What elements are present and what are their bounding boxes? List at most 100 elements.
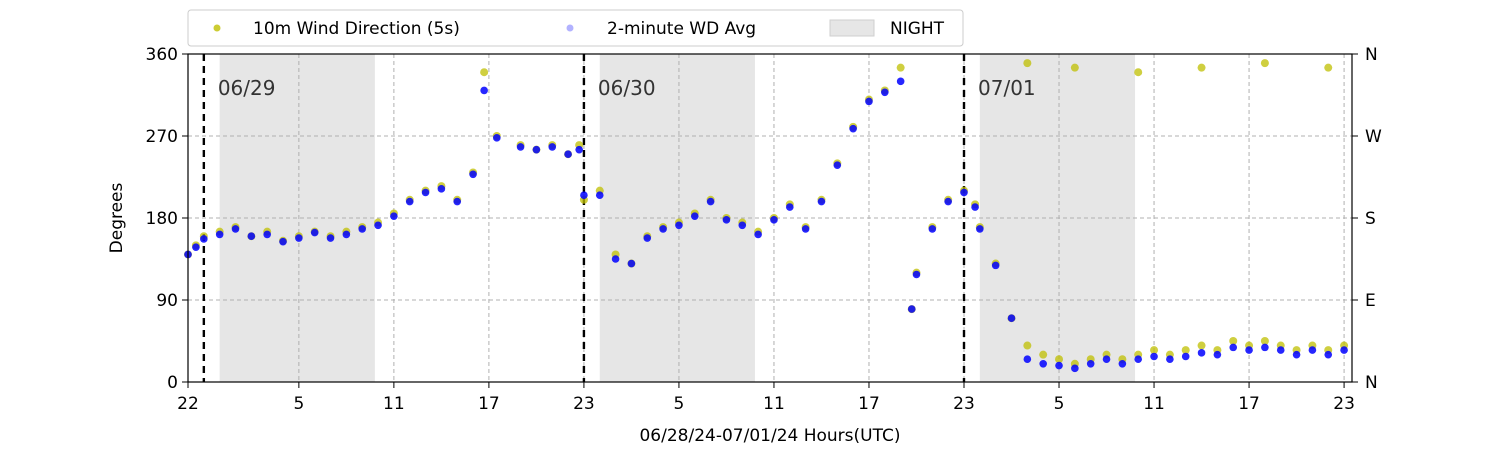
series-2-point-64 xyxy=(1134,355,1143,364)
x-tick-label-9: 5 xyxy=(1054,394,1065,414)
series-2-point-22 xyxy=(516,143,525,151)
series-2-point-8 xyxy=(295,234,303,242)
series-2-point-63 xyxy=(1118,359,1127,368)
series-2-point-69 xyxy=(1213,350,1222,359)
series-2-point-53 xyxy=(971,203,979,211)
series-2-point-39 xyxy=(770,216,778,224)
series-2-point-6 xyxy=(263,230,271,239)
series-2-point-10 xyxy=(326,234,335,242)
legend-marker-night xyxy=(829,19,875,37)
x-tick-label-11: 17 xyxy=(1238,394,1260,414)
series-1-point-58 xyxy=(1039,350,1048,359)
series-2-point-9 xyxy=(310,228,319,237)
legend: 10m Wind Direction (5s) 2-minute WD Avg … xyxy=(187,9,964,47)
series-2-point-7 xyxy=(279,237,287,246)
series-2-point-11 xyxy=(342,230,351,239)
series-2-point-56 xyxy=(1007,314,1016,323)
series-1-point-65 xyxy=(1150,346,1159,355)
day-marker-label-3: 07/01 xyxy=(978,76,1036,100)
series-2-point-2 xyxy=(200,235,208,243)
series-2-point-35 xyxy=(706,197,715,206)
series-2-point-34 xyxy=(690,212,699,220)
x-tick-label-3: 17 xyxy=(478,394,500,414)
series-2-point-68 xyxy=(1197,349,1206,357)
y-tick-right-label-3: W xyxy=(1365,127,1382,147)
series-2-point-19 xyxy=(469,170,477,179)
y-axis-ticks: 0 N 90 E 180 S 270 W 360 N xyxy=(146,45,1382,393)
series-2-point-3 xyxy=(215,230,224,239)
series-2-point-73 xyxy=(1276,346,1285,354)
day-markers: 06/29 06/30 07/01 xyxy=(202,54,1036,382)
legend-marker-wind-direction xyxy=(213,24,221,32)
series-2-point-32 xyxy=(659,225,667,233)
series-2-point-50 xyxy=(928,225,937,233)
x-axis-label: 06/28/24-07/01/24 Hours(UTC) xyxy=(639,426,900,446)
day-marker-label-1: 06/29 xyxy=(218,76,276,100)
series-2-point-13 xyxy=(374,221,382,230)
day-marker-label-2: 06/30 xyxy=(598,76,656,100)
legend-box xyxy=(187,9,964,47)
series-2-point-21 xyxy=(493,134,501,142)
series-2-point-54 xyxy=(976,225,984,233)
series-1-point-80 xyxy=(1134,68,1143,77)
series-2-point-5 xyxy=(247,232,256,241)
series-1-point-20 xyxy=(480,68,489,77)
series-2-point-48 xyxy=(907,305,916,313)
x-tick-label-4: 23 xyxy=(573,394,595,414)
series-1-point-72 xyxy=(1260,337,1269,345)
y-tick-label-4: 360 xyxy=(146,45,178,65)
legend-label-wind-direction: 10m Wind Direction (5s) xyxy=(253,19,460,39)
series-2-point-60 xyxy=(1071,364,1079,373)
data-series xyxy=(184,59,1349,373)
series-2-point-74 xyxy=(1292,350,1301,359)
series-2-point-16 xyxy=(421,188,430,197)
series-2 xyxy=(184,77,1348,373)
legend-marker-wd-avg xyxy=(566,24,574,32)
series-2-point-4 xyxy=(231,225,240,233)
y-tick-right-label-2: S xyxy=(1365,209,1376,229)
series-2-point-72 xyxy=(1261,343,1269,352)
series-1-point-83 xyxy=(1324,63,1333,72)
x-tick-label-6: 11 xyxy=(763,394,785,414)
series-2-point-40 xyxy=(785,203,794,211)
series-2-point-29 xyxy=(611,255,620,263)
series-2-point-41 xyxy=(801,225,810,233)
series-2-point-26 xyxy=(575,145,583,154)
y-tick-right-label-1: E xyxy=(1365,291,1376,311)
series-2-point-43 xyxy=(833,161,842,169)
series-2-point-77 xyxy=(1340,346,1348,354)
x-axis-ticks: 22 5 11 17 23 5 11 17 23 5 11 17 23 xyxy=(177,382,1355,414)
series-2-point-23 xyxy=(532,145,541,154)
series-2-point-27 xyxy=(580,191,588,200)
x-tick-label-0: 22 xyxy=(177,394,199,414)
y-axis-label: Degrees xyxy=(107,182,127,253)
series-1-point-82 xyxy=(1260,59,1269,68)
x-tick-label-2: 11 xyxy=(383,394,405,414)
series-1-point-59 xyxy=(1055,355,1064,364)
series-2-point-38 xyxy=(754,230,762,239)
series-2-point-75 xyxy=(1308,346,1317,354)
series-1-point-68 xyxy=(1197,341,1206,350)
series-2-point-58 xyxy=(1039,359,1047,368)
series-1-point-78 xyxy=(1023,59,1032,68)
series-2-point-55 xyxy=(991,261,1000,270)
y-tick-label-3: 270 xyxy=(146,127,178,147)
series-2-point-71 xyxy=(1245,346,1253,354)
series-2-point-33 xyxy=(675,221,683,230)
series-2-point-65 xyxy=(1150,352,1158,361)
x-tick-label-12: 23 xyxy=(1333,394,1355,414)
series-2-point-18 xyxy=(453,197,462,206)
series-2-point-20 xyxy=(480,86,488,95)
series-2-point-52 xyxy=(960,188,968,197)
series-2-point-15 xyxy=(405,197,414,206)
series-2-point-17 xyxy=(437,185,446,193)
series-2-point-76 xyxy=(1324,350,1333,359)
y-tick-right-label-0: N xyxy=(1365,373,1378,393)
series-1-point-47 xyxy=(896,63,905,72)
series-2-point-44 xyxy=(849,124,857,133)
x-tick-label-10: 11 xyxy=(1143,394,1165,414)
series-1-point-81 xyxy=(1197,63,1206,72)
series-2-point-28 xyxy=(595,191,604,200)
series-2-point-42 xyxy=(817,197,826,206)
